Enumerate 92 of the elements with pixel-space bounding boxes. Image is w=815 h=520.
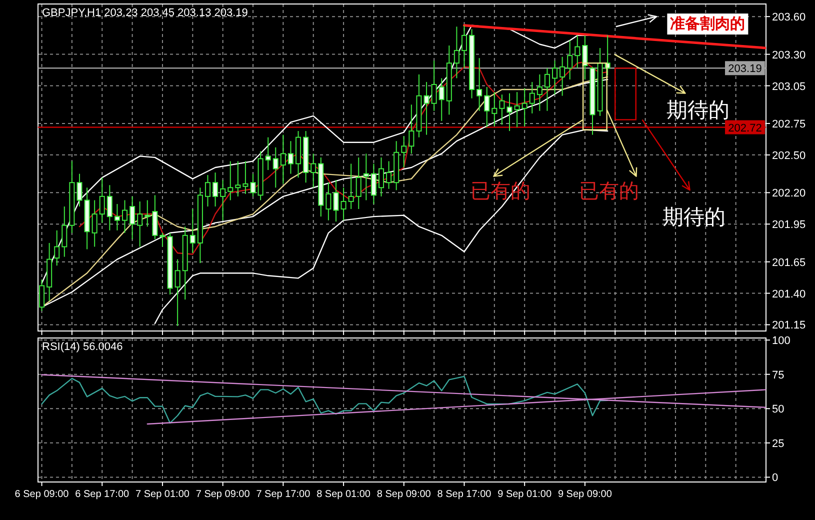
- candlestick: [567, 40, 573, 80]
- y-tick-label: 75: [772, 369, 784, 382]
- candlestick: [431, 60, 437, 112]
- annotation: 已有的: [578, 180, 639, 203]
- candlestick: [454, 26, 460, 79]
- x-tick-label: 6 Sep 17:00: [75, 489, 130, 500]
- candlestick: [152, 194, 158, 240]
- candlestick: [62, 206, 68, 258]
- y-tick-label: 0: [772, 472, 778, 484]
- candlestick: [114, 203, 120, 231]
- candlestick: [484, 86, 490, 128]
- candlestick: [408, 104, 414, 154]
- y-tick-label: 201.15: [772, 320, 806, 332]
- candlestick: [174, 258, 180, 326]
- candlestick: [265, 136, 271, 171]
- y-tick-label: 203.05: [772, 80, 806, 93]
- x-tick-label: 9 Sep 09:00: [558, 489, 612, 500]
- candlestick: [333, 180, 339, 222]
- candlestick: [310, 153, 316, 188]
- candlestick: [536, 74, 542, 112]
- candlestick: [99, 177, 105, 224]
- candlestick: [39, 278, 45, 312]
- x-tick-label: 9 Sep 01:00: [498, 489, 552, 500]
- candlestick: [242, 160, 248, 194]
- y-tick-label: 25: [772, 438, 784, 450]
- candlestick: [438, 78, 444, 122]
- candlestick: [204, 174, 211, 207]
- candlestick: [106, 184, 112, 231]
- chart-title: GBPJPY,H1 203.23 203.45 203.13 203.19: [42, 7, 248, 19]
- y-tick-label: 202.20: [772, 188, 806, 200]
- y-tick-label: 203.60: [772, 12, 806, 24]
- candlestick: [272, 146, 278, 188]
- x-tick-label: 6 Sep 09:00: [14, 489, 70, 500]
- candlestick: [386, 160, 392, 190]
- candlestick: [574, 34, 580, 69]
- candlestick: [370, 163, 376, 204]
- x-tick-label: 8 Sep 17:00: [437, 489, 492, 500]
- y-tick-label: 50: [772, 404, 784, 416]
- x-tick-label: 7 Sep 01:00: [136, 489, 190, 500]
- ref-line-label: 203.19: [728, 63, 762, 76]
- candlestick: [492, 92, 498, 126]
- candlestick: [552, 60, 558, 96]
- y-tick-label: 202.50: [772, 150, 806, 162]
- candlestick: [348, 163, 354, 210]
- candlestick: [122, 200, 128, 234]
- candlestick: [363, 153, 369, 201]
- candlestick: [288, 140, 294, 174]
- candlestick: [522, 88, 528, 126]
- x-tick-label: 8 Sep 09:00: [376, 489, 432, 500]
- candlestick: [340, 187, 346, 221]
- candlestick: [514, 92, 520, 128]
- y-tick-label: 203.30: [772, 49, 806, 62]
- candlestick: [560, 56, 566, 96]
- candlestick: [424, 81, 430, 136]
- annotation: 准备割肉的: [670, 16, 746, 33]
- annotation: 期待的: [662, 206, 726, 230]
- candlestick: [582, 34, 588, 80]
- candlestick: [212, 172, 218, 207]
- candlestick: [401, 136, 407, 168]
- candlestick: [356, 156, 362, 210]
- candlestick: [220, 180, 226, 221]
- x-tick-label: 7 Sep 09:00: [196, 489, 250, 500]
- ref-line-label: 202.72: [728, 122, 762, 134]
- candlestick: [54, 230, 60, 266]
- y-tick-label: 202.75: [772, 118, 806, 130]
- candlestick: [529, 81, 535, 114]
- candlestick: [506, 92, 512, 132]
- candlestick: [76, 173, 82, 207]
- candlestick: [476, 58, 482, 112]
- candlestick: [130, 196, 136, 240]
- candlestick: [499, 94, 505, 126]
- candlestick: [235, 160, 241, 197]
- candlestick: [92, 200, 98, 248]
- candlestick: [250, 173, 256, 197]
- y-tick-label: 201.40: [772, 288, 806, 300]
- y-tick-label: 201.65: [772, 256, 806, 269]
- candlestick: [378, 156, 384, 197]
- y-tick-label: 201.95: [772, 219, 806, 232]
- y-tick-label: 100: [772, 335, 790, 348]
- candlestick: [280, 134, 286, 184]
- candlestick: [144, 200, 150, 228]
- candlestick: [461, 24, 467, 69]
- candlestick: [190, 208, 196, 254]
- candlestick: [544, 68, 550, 112]
- annotation: 期待的: [666, 99, 730, 122]
- candlestick: [228, 160, 234, 201]
- x-tick-label: 8 Sep 01:00: [316, 489, 371, 500]
- chart-title: RSI(14) 56.0046: [42, 341, 123, 353]
- candlestick: [326, 182, 332, 221]
- candlestick: [160, 232, 166, 248]
- candlestick: [137, 200, 143, 248]
- x-tick-label: 7 Sep 17:00: [256, 489, 311, 500]
